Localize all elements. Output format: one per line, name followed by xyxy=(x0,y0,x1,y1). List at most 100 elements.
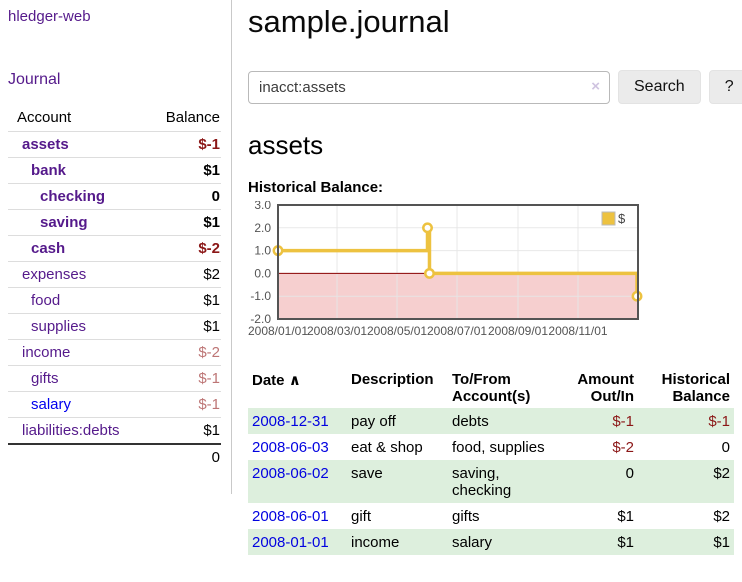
transaction-date-link[interactable]: 2008-06-02 xyxy=(252,465,329,482)
legend-label: $ xyxy=(618,211,626,226)
register-header-row: Date ∧ Description To/From Account(s) Am… xyxy=(248,368,734,408)
account-balance: $-1 xyxy=(198,370,220,387)
account-heading: assets xyxy=(248,130,324,160)
transaction-amount: 0 xyxy=(625,465,634,482)
main-content: sample.journal × Search ? assets Histori… xyxy=(232,0,742,555)
accounts-column-header: To/From Account(s) xyxy=(452,371,531,405)
clear-search-icon[interactable]: × xyxy=(591,77,600,95)
svg-text:2008/03/01: 2008/03/01 xyxy=(307,324,367,338)
svg-text:2008/05/01: 2008/05/01 xyxy=(367,324,427,338)
svg-text:2008/01/01: 2008/01/01 xyxy=(248,324,308,338)
balance-chart-svg: $3.0 2.0 1.0 0.0 -1.0 -2.02008/01/012008/03/0… xyxy=(248,198,643,338)
search-row: × Search ? xyxy=(248,70,742,104)
description-column-header: Description xyxy=(351,371,434,388)
account-row: gifts $-1 xyxy=(8,365,221,392)
account-column-header: Account xyxy=(17,109,72,126)
sidebar: hledger-web Journal Account Balance asse… xyxy=(0,0,232,494)
transaction-balance: $2 xyxy=(713,465,730,482)
transaction-date-link[interactable]: 2008-01-01 xyxy=(252,534,329,551)
transaction-date-link[interactable]: 2008-06-03 xyxy=(252,439,329,456)
account-link[interactable]: liabilities:debts xyxy=(22,422,120,439)
transaction-accounts: gifts xyxy=(452,508,480,525)
svg-text:2.0: 2.0 xyxy=(254,221,271,235)
account-link[interactable]: gifts xyxy=(31,370,59,387)
account-balance: $-2 xyxy=(198,344,220,361)
legend-color-box xyxy=(601,211,616,226)
svg-text:2008/11/01: 2008/11/01 xyxy=(548,324,607,338)
transaction-row: 2008-06-01 gift gifts $1 $2 xyxy=(248,503,734,529)
app-title-link[interactable]: hledger-web xyxy=(8,8,91,25)
account-balance: $2 xyxy=(203,266,220,283)
account-balance: 0 xyxy=(211,188,220,205)
account-link[interactable]: supplies xyxy=(31,318,87,335)
svg-text:2008/09/01: 2008/09/01 xyxy=(488,324,548,338)
accounts-total-value: 0 xyxy=(211,449,220,466)
transaction-balance: 0 xyxy=(721,439,730,456)
account-row: cash $-2 xyxy=(8,235,221,262)
account-link[interactable]: expenses xyxy=(22,266,87,283)
account-link[interactable]: income xyxy=(22,344,71,361)
transaction-row: 2008-01-01 income salary $1 $1 xyxy=(248,529,734,555)
account-link[interactable]: cash xyxy=(31,240,66,257)
svg-text:2008/07/01: 2008/07/01 xyxy=(427,324,487,338)
account-row: checking 0 xyxy=(8,183,221,210)
svg-text:3.0: 3.0 xyxy=(254,201,271,212)
transaction-accounts: debts xyxy=(452,413,489,430)
account-row: expenses $2 xyxy=(8,261,221,288)
transaction-description: gift xyxy=(351,508,372,525)
svg-text:-1.0: -1.0 xyxy=(250,289,271,303)
transaction-row: 2008-06-02 save saving, checking 0 $2 xyxy=(248,460,734,503)
transaction-accounts: salary xyxy=(452,534,493,551)
account-link[interactable]: bank xyxy=(31,162,67,179)
balance-column-header: Historical Balance xyxy=(661,371,730,405)
account-balance: $-2 xyxy=(198,240,220,257)
transaction-balance: $1 xyxy=(713,534,730,551)
transaction-description: save xyxy=(351,465,383,482)
transaction-date-link[interactable]: 2008-06-01 xyxy=(252,508,329,525)
svg-text:-2.0: -2.0 xyxy=(250,312,271,326)
transaction-amount: $-1 xyxy=(612,413,634,430)
search-button[interactable]: Search xyxy=(618,70,701,104)
search-input[interactable] xyxy=(248,70,610,104)
sort-ascending-icon: ∧ xyxy=(288,372,301,389)
transaction-description: eat & shop xyxy=(351,439,423,456)
search-box: × xyxy=(248,70,610,104)
transaction-amount: $1 xyxy=(617,534,634,551)
svg-text:1.0: 1.0 xyxy=(254,244,271,258)
transaction-row: 2008-12-31 pay off debts $-1 $-1 xyxy=(248,408,734,434)
account-row: income $-2 xyxy=(8,339,221,366)
transaction-date-link[interactable]: 2008-12-31 xyxy=(252,413,329,430)
date-column-header[interactable]: Date ∧ xyxy=(252,372,301,389)
transaction-amount: $1 xyxy=(617,508,634,525)
svg-text:0.0: 0.0 xyxy=(254,266,271,280)
account-row: liabilities:debts $1 xyxy=(8,417,221,445)
journal-link[interactable]: Journal xyxy=(8,71,61,88)
chart-title: Historical Balance: xyxy=(248,179,384,196)
page-title: sample.journal xyxy=(248,4,450,39)
account-link[interactable]: checking xyxy=(40,188,106,205)
account-row: assets $-1 xyxy=(8,131,221,158)
help-button[interactable]: ? xyxy=(708,70,742,104)
balance-column-header: Balance xyxy=(165,109,220,126)
account-link[interactable]: salary xyxy=(31,396,72,413)
transaction-row: 2008-06-03 eat & shop food, supplies $-2 0 xyxy=(248,434,734,460)
transaction-balance: $-1 xyxy=(708,413,730,430)
account-balance: $1 xyxy=(203,162,220,179)
transaction-amount: $-2 xyxy=(612,439,634,456)
account-balance: $1 xyxy=(203,318,220,335)
accounts-header-row: Account Balance xyxy=(8,105,221,132)
account-link[interactable]: saving xyxy=(40,214,88,231)
account-row: supplies $1 xyxy=(8,313,221,340)
transaction-accounts: food, supplies xyxy=(452,439,545,456)
account-row: salary $-1 xyxy=(8,391,221,418)
account-link[interactable]: assets xyxy=(22,136,69,153)
transaction-balance: $2 xyxy=(713,508,730,525)
balance-chart: $3.0 2.0 1.0 0.0 -1.0 -2.0 2008/01/01 2008/03/0… xyxy=(248,198,742,346)
account-balance: $1 xyxy=(203,422,220,439)
transaction-accounts: saving, checking xyxy=(452,465,512,499)
account-balance: $-1 xyxy=(198,396,220,413)
account-link[interactable]: food xyxy=(31,292,61,309)
accounts-total-row: 0 xyxy=(8,444,221,470)
account-row: bank $1 xyxy=(8,157,221,184)
